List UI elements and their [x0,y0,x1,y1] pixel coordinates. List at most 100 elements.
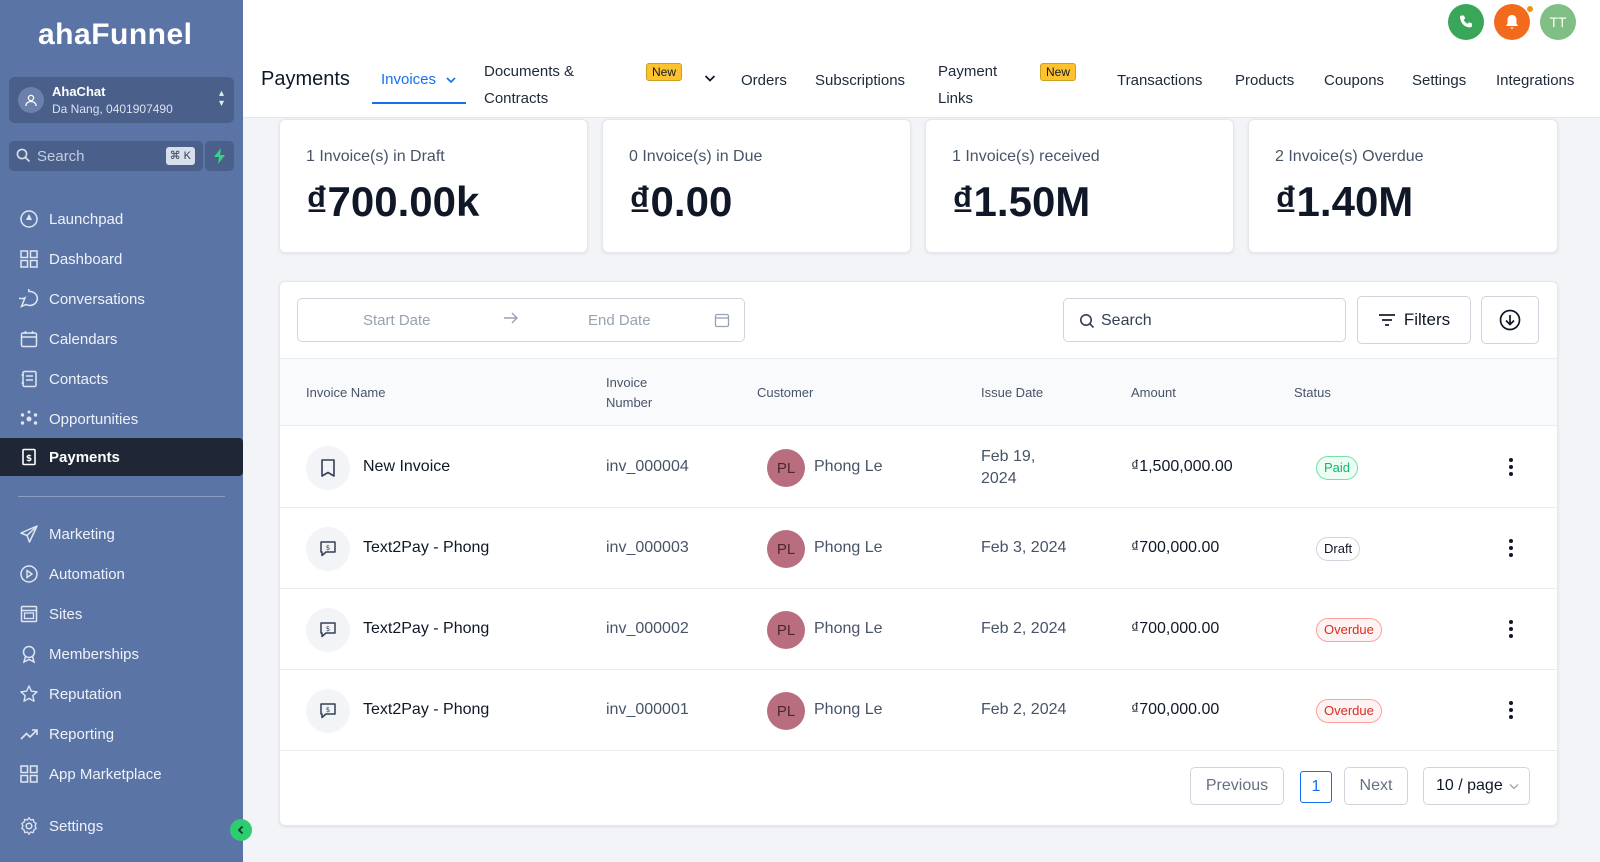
stat-card-due: 0 Invoice(s) in Due ₫0.00 [602,119,911,253]
stat-card-draft: 1 Invoice(s) in Draft ₫700.00k [279,119,588,253]
tab-settings[interactable]: Settings [1412,72,1467,89]
more-options-icon[interactable] [1508,617,1514,641]
status-badge: Overdue [1316,618,1382,642]
new-badge: New [646,63,683,81]
sidebar-item-reporting[interactable]: Reporting [0,715,243,753]
sidebar-item-label: Automation [49,565,125,583]
invoice-name[interactable]: Text2Pay - Phong [363,701,490,718]
sidebar-item-contacts[interactable]: Contacts [0,360,243,398]
collapse-sidebar-button[interactable] [230,819,252,841]
tab-subscriptions[interactable]: Subscriptions [815,72,906,89]
search-shortcut: ⌘ K [165,147,195,165]
end-date-input[interactable]: End Date [588,312,651,329]
sidebar-item-automation[interactable]: Automation [0,555,243,593]
header-invoice-number-2: Number [606,395,653,410]
invoice-name[interactable]: New Invoice [363,458,451,475]
invoice-name[interactable]: Text2Pay - Phong [363,539,490,556]
more-options-icon[interactable] [1508,698,1514,722]
user-avatar[interactable]: TT [1540,4,1576,40]
sidebar-item-marketing[interactable]: Marketing [0,515,243,553]
tab-payment-links[interactable]: Payment Links [938,58,997,112]
sidebar-item-payments[interactable]: $ Payments [0,438,243,476]
date-range-picker[interactable]: Start Date End Date [297,298,745,342]
filters-button[interactable]: Filters [1357,296,1471,344]
notifications-button[interactable] [1494,4,1530,40]
header-invoice-number[interactable]: Invoice Number [606,373,652,413]
search-icon [16,148,31,168]
tab-integrations[interactable]: Integrations [1496,72,1575,89]
phone-button[interactable] [1448,4,1484,40]
sidebar-item-reputation[interactable]: Reputation [0,675,243,713]
status-badge: Draft [1316,537,1361,561]
more-options-icon[interactable] [1508,536,1514,560]
apps-icon [18,763,40,785]
table-row[interactable]: New Invoice inv_000004 PL Phong Le Feb 1… [280,427,1557,508]
invoice-icon [306,446,350,490]
stat-label: 1 Invoice(s) in Draft [306,148,445,165]
issue-date: Feb 2, 2024 [981,701,1067,718]
header-customer[interactable]: Customer [757,385,814,400]
sidebar-item-sites[interactable]: Sites [0,595,243,633]
sidebar-item-memberships[interactable]: Memberships [0,635,243,673]
automation-icon [18,563,40,585]
page-size-select[interactable]: 10 / page [1423,767,1530,805]
tab-coupons[interactable]: Coupons [1324,72,1385,89]
tab-transactions[interactable]: Transactions [1117,72,1203,89]
invoice-name[interactable]: Text2Pay - Phong [363,620,490,637]
text2pay-icon: $ [306,689,350,733]
sidebar-item-label: Sites [49,605,83,623]
trend-icon [18,723,40,745]
sidebar-item-label: Reporting [49,725,115,743]
table-row[interactable]: $ Text2Pay - Phong inv_000001 PL Phong L… [280,670,1557,751]
phone-icon [1460,15,1472,28]
tab-orders[interactable]: Orders [741,72,787,89]
sidebar-item-label: Settings [49,817,104,835]
account-location: Da Nang, 0401907490 [52,102,173,116]
invoice-search-input[interactable]: Search [1063,298,1346,342]
previous-page-button[interactable]: Previous [1190,767,1284,805]
sidebar-item-launchpad[interactable]: Launchpad [0,200,243,238]
tab-products[interactable]: Products [1235,72,1295,89]
sidebar-item-dashboard[interactable]: Dashboard [0,240,243,278]
header-status[interactable]: Status [1294,385,1331,400]
download-button[interactable] [1481,296,1539,344]
more-tabs-dropdown[interactable] [704,70,716,87]
header-issue-date[interactable]: Issue Date [981,385,1044,400]
brand-logo[interactable]: ahaFunnel [38,18,193,51]
tab-invoices-label: Invoices [381,71,437,88]
page-number-current[interactable]: 1 [1300,771,1332,803]
membership-icon [18,643,40,665]
sidebar-item-calendars[interactable]: Calendars [0,320,243,358]
sidebar-item-label: Opportunities [49,410,139,428]
chevron-down-icon [446,77,456,84]
next-page-button[interactable]: Next [1344,767,1408,805]
chat-icon [18,288,40,310]
sidebar-item-label: Marketing [49,525,115,543]
sidebar-item-app-marketplace[interactable]: App Marketplace [0,755,243,793]
sidebar-item-settings[interactable]: Settings [0,807,243,845]
sidebar-search[interactable]: Search ⌘ K [9,141,203,171]
stat-label: 1 Invoice(s) received [952,148,1100,165]
header-amount[interactable]: Amount [1131,385,1176,400]
amount: ₫700,000.00 [1131,620,1220,637]
page-title: Payments [261,68,350,90]
tab-documents-contracts[interactable]: Documents & Contracts [484,58,574,112]
star-icon [18,683,40,705]
sidebar-item-opportunities[interactable]: Opportunities [0,400,243,438]
download-icon [1499,309,1521,331]
account-switcher[interactable]: AhaChat Da Nang, 0401907490 ▴ ▾ [9,77,234,123]
header-invoice-name[interactable]: Invoice Name [306,385,386,400]
more-options-icon[interactable] [1508,455,1514,479]
table-row[interactable]: $ Text2Pay - Phong inv_000002 PL Phong L… [280,589,1557,670]
table-row[interactable]: $ Text2Pay - Phong inv_000003 PL Phong L… [280,508,1557,589]
invoice-number: inv_000004 [606,458,689,475]
account-name: AhaChat [52,84,106,99]
stat-value: ₫700.00k [306,178,480,225]
sidebar-item-label: Memberships [49,645,140,663]
start-date-input[interactable]: Start Date [363,312,431,329]
quick-action-button[interactable] [205,141,234,171]
sidebar-item-conversations[interactable]: Conversations [0,280,243,318]
tab-invoices[interactable]: Invoices [381,71,456,88]
invoice-number: inv_000003 [606,539,689,556]
chevron-left-icon [237,825,244,835]
